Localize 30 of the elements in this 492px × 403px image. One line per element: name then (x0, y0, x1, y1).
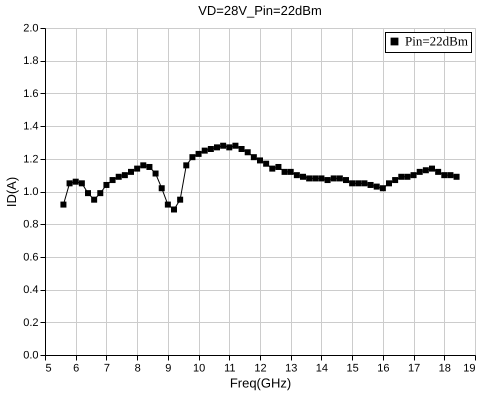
y-tick-label: 0.8 (23, 218, 38, 231)
y-tick-label: 2.0 (23, 22, 38, 34)
y-tick-label: 1.6 (23, 88, 38, 100)
x-tick-label: 19 (463, 362, 476, 374)
x-tick-label: 17 (408, 362, 420, 374)
y-axis-title: ID(A) (4, 176, 20, 208)
x-tick-label: 10 (192, 362, 206, 374)
x-tick-label: 14 (316, 362, 328, 374)
y-tick-label: 0.6 (23, 251, 38, 264)
x-tick-label: 16 (377, 362, 390, 374)
x-tick-label: 11 (224, 362, 236, 374)
x-tick-label: 18 (438, 362, 451, 374)
y-tick-label: 1.2 (23, 153, 38, 166)
x-tick-label: 7 (104, 362, 110, 374)
chart-title: VD=28V_Pin=22dBm (198, 3, 322, 18)
y-tick-label: 0.2 (23, 316, 38, 329)
x-tick-label: 12 (254, 362, 267, 374)
x-axis-title: Freq(GHz) (230, 376, 292, 390)
y-tick-label: 1.4 (23, 120, 38, 133)
legend-label: Pin=22dBm (405, 34, 468, 48)
x-tick-label: 9 (165, 362, 172, 374)
y-tick-label: 0.0 (23, 350, 38, 362)
x-tick-label: 6 (73, 362, 80, 374)
y-tick-label: 1.0 (23, 186, 38, 198)
x-tick-label: 5 (46, 362, 52, 374)
y-tick-label: 0.4 (23, 284, 38, 296)
y-tick-label: 1.8 (23, 55, 38, 68)
x-tick-label: 8 (134, 362, 141, 374)
x-tick-label: 15 (346, 362, 359, 374)
x-tick-label: 13 (285, 362, 298, 374)
